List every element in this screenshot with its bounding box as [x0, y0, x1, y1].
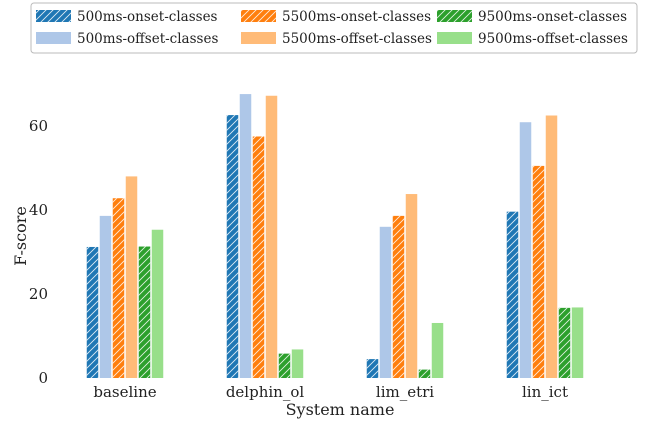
- legend-label: 500ms-offset-classes: [77, 31, 218, 47]
- bar-baseline-9500ms-offset-classes: [151, 229, 164, 378]
- y-tick-label: 20: [29, 285, 48, 303]
- bar-lin_ict-500ms-offset-classes: [519, 122, 532, 378]
- legend-box: [30, 2, 638, 54]
- bar-hatch-lim_etri-5500ms-onset-classes: [392, 215, 405, 378]
- legend-label: 9500ms-offset-classes: [478, 31, 628, 47]
- x-tick-label: delphin_ol: [226, 383, 305, 401]
- y-axis-label: F-score: [11, 206, 30, 266]
- bar-lim_etri-5500ms-offset-classes: [405, 194, 418, 378]
- y-axis-ticks: 0 20 40 60: [29, 117, 48, 387]
- bar-delphin_ol-5500ms-offset-classes: [265, 95, 278, 378]
- legend-swatch: [241, 32, 276, 44]
- legend-label: 500ms-onset-classes: [77, 9, 218, 25]
- bar-lim_etri-9500ms-offset-classes: [431, 322, 444, 378]
- bar-hatch-baseline-5500ms-onset-classes: [112, 198, 125, 378]
- bar-hatch-delphin_ol-5500ms-onset-classes: [252, 136, 265, 378]
- legend-swatch-hatch: [36, 10, 71, 22]
- bar-hatch-baseline-500ms-onset-classes: [86, 246, 99, 378]
- y-tick-label: 60: [29, 117, 48, 135]
- x-axis-ticks: baseline delphin_ol lim_etri lin_ict: [93, 383, 568, 401]
- bar-delphin_ol-500ms-offset-classes: [239, 94, 252, 378]
- legend-label: 9500ms-onset-classes: [478, 9, 627, 25]
- legend-swatch-hatch: [437, 10, 472, 22]
- y-tick-label: 0: [38, 369, 48, 387]
- bars-group: [86, 94, 584, 378]
- bar-hatch-lin_ict-500ms-onset-classes: [506, 211, 519, 378]
- bar-hatch-lim_etri-500ms-onset-classes: [366, 359, 379, 378]
- bar-hatch-lin_ict-5500ms-onset-classes: [532, 165, 545, 378]
- bar-hatch-baseline-9500ms-onset-classes: [138, 246, 151, 378]
- bar-hatch-delphin_ol-500ms-onset-classes: [226, 115, 239, 378]
- bar-baseline-500ms-offset-classes: [99, 215, 112, 378]
- legend-swatch: [437, 32, 472, 44]
- legend-label: 5500ms-offset-classes: [282, 31, 432, 47]
- legend: 500ms-onset-classes 500ms-offset-classes 5…: [30, 2, 638, 54]
- legend-swatch: [36, 32, 71, 44]
- x-tick-label: baseline: [93, 383, 156, 401]
- bar-hatch-delphin_ol-9500ms-onset-classes: [278, 353, 291, 378]
- bar-lin_ict-9500ms-offset-classes: [571, 307, 584, 378]
- x-tick-label: lin_ict: [522, 383, 568, 401]
- bar-lim_etri-500ms-offset-classes: [379, 226, 392, 378]
- legend-label: 5500ms-onset-classes: [282, 9, 431, 25]
- bar-baseline-5500ms-offset-classes: [125, 176, 138, 378]
- legend-swatch-hatch: [241, 10, 276, 22]
- bar-hatch-lim_etri-9500ms-onset-classes: [418, 369, 431, 378]
- x-axis-label: System name: [286, 400, 395, 419]
- bar-delphin_ol-9500ms-offset-classes: [291, 349, 304, 378]
- y-tick-label: 40: [29, 201, 48, 219]
- bar-hatch-lin_ict-9500ms-onset-classes: [558, 307, 571, 378]
- x-tick-label: lim_etri: [376, 383, 434, 401]
- bar-lin_ict-5500ms-offset-classes: [545, 115, 558, 378]
